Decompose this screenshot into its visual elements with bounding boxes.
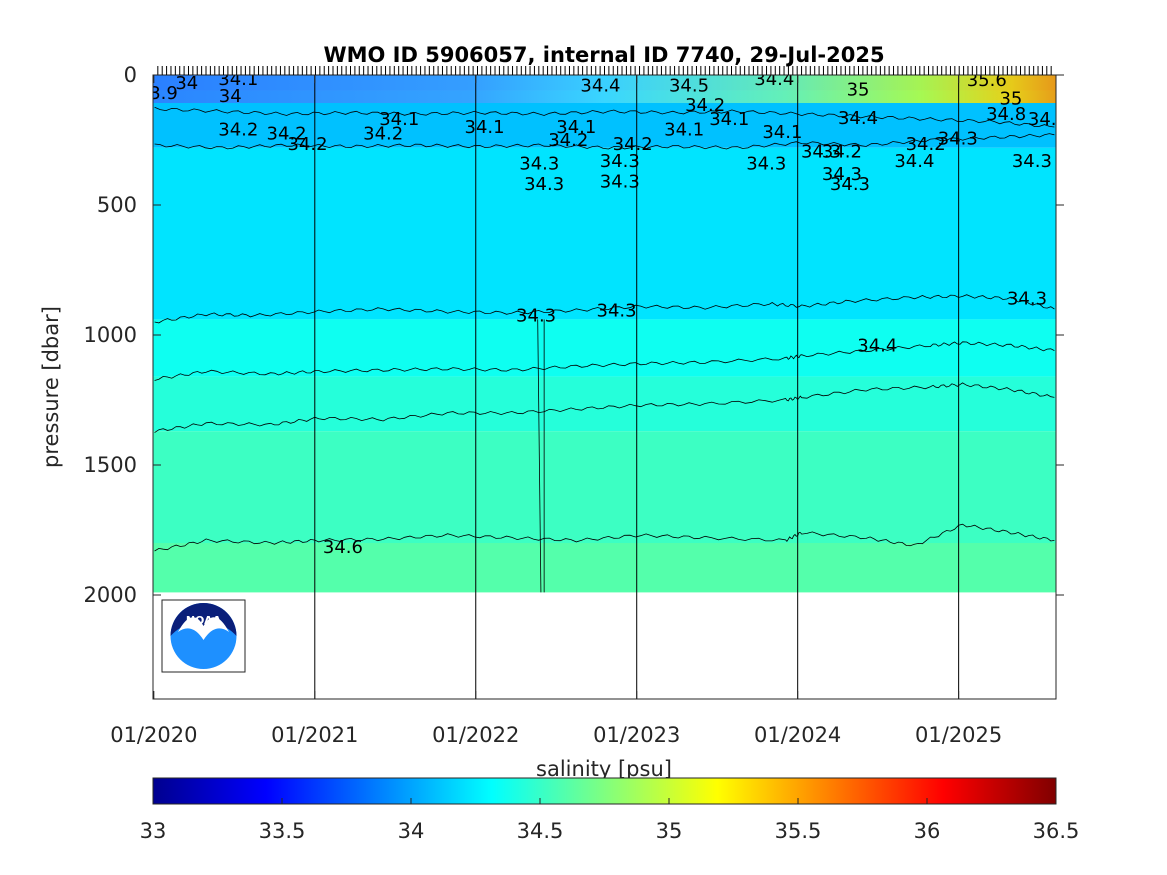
profile-ticks [157, 66, 1052, 75]
contour-label: 34.2 [822, 142, 862, 163]
noaa-logo-top [170, 603, 237, 636]
colorbar-label: salinity [psu] [536, 757, 672, 781]
contour-label: 34.4 [754, 69, 794, 90]
noaa-logo: NOAA [161, 599, 246, 673]
contour-label: 34.2 [685, 95, 725, 116]
salinity-layer [153, 376, 1056, 432]
contour-label: 34.3 [524, 174, 564, 195]
y-axis-label: pressure [dbar] [39, 306, 63, 468]
contour-label: 34.3 [830, 174, 870, 195]
contour-line [154, 133, 1055, 150]
salinity-layers [153, 75, 1056, 593]
colorbar-tick-label: 34 [398, 819, 425, 843]
colorbar-tick-label: 36.5 [1033, 819, 1080, 843]
contour-label: 34.2 [548, 130, 588, 151]
contour-line [154, 523, 1055, 552]
x-tick-label: 01/2024 [754, 723, 841, 747]
contour-label: 34.8 [986, 104, 1026, 125]
contour-label: 35 [999, 88, 1022, 109]
colorbar-gradient [152, 777, 1057, 805]
colorbar-tick-label: 33 [140, 819, 167, 843]
colorbar-tick-label: 33.5 [259, 819, 306, 843]
colorbar-tick-label: 35 [656, 819, 683, 843]
salinity-layer [153, 431, 1056, 543]
y-tick-label: 500 [97, 193, 137, 217]
contour-label: 34.2 [287, 134, 327, 155]
contour-line [537, 319, 545, 593]
colorbar-tick-label: 34.5 [517, 819, 564, 843]
y-tick-label: 2000 [84, 583, 137, 607]
contour-label: 34.3 [801, 142, 841, 163]
contour-label: 34.4 [838, 108, 878, 129]
contour-label: 34.1 [556, 117, 596, 138]
contour-label: 34.2 [267, 124, 307, 145]
y-tick-label: 1500 [84, 453, 137, 477]
surface-salinity-band [153, 75, 1056, 103]
contour-line [154, 341, 1055, 381]
salinity-layer [153, 319, 1056, 377]
contour-label: 34.1 [762, 122, 802, 143]
year-gridlines [314, 75, 960, 699]
contour-label: 34.2 [363, 124, 403, 145]
contour-label: 33.9 [138, 83, 178, 104]
contour-label: 34.4 [580, 75, 620, 96]
x-tick-label: 01/2022 [432, 723, 519, 747]
contour-label: 34.1 [465, 117, 505, 138]
colorbar-tick-label: 35.5 [775, 819, 822, 843]
colorbar-ticks: 33 33.5 34 34.5 35 35.5 36 36.5 [140, 798, 1080, 843]
contour-label: 34.5 [669, 75, 709, 96]
contour-label: 35.6 [967, 70, 1007, 91]
y-tick-label: 0 [124, 63, 137, 87]
contour-label: 34.2 [906, 134, 946, 155]
contour-label: 34.3 [746, 153, 786, 174]
salinity-layer [153, 543, 1056, 593]
y-tick-label: 1000 [84, 323, 137, 347]
contour-label: 34.1 [709, 109, 749, 130]
noaa-logo-text: NOAA [186, 614, 222, 627]
x-tick-label: 01/2025 [915, 723, 1002, 747]
contour-line [154, 106, 1055, 128]
colorbar: 33 33.5 34 34.5 35 35.5 36 36.5 [140, 777, 1080, 843]
contour-label: 34.2 [613, 134, 653, 155]
contour-label: 34.2 [218, 120, 258, 141]
contour-label: 34.1 [664, 120, 704, 141]
colorbar-tick-label: 36 [914, 819, 941, 843]
contour-label: 34.3 [597, 300, 637, 321]
y-axis: 0 500 1000 1500 2000 [84, 63, 1064, 607]
contour-label: 34.6 [323, 537, 363, 558]
contour-label: 34.3 [516, 306, 556, 327]
contour-label: 35 [847, 79, 870, 100]
contour-label: 34 [175, 73, 198, 94]
x-tick-label: 01/2021 [271, 723, 358, 747]
noaa-logo-wing [178, 617, 229, 640]
x-axis: 01/2020 01/2021 01/2022 01/2023 01/2024 01/20… [110, 75, 1002, 747]
contour-label: 34.3 [938, 129, 978, 150]
contour-label: 34.1 [379, 109, 419, 130]
contour-line [154, 382, 1055, 433]
contour-label: 34.3 [600, 172, 640, 193]
contour-label: 34.3 [519, 153, 559, 174]
salinity-layer [153, 147, 1056, 320]
contour-lines [154, 106, 1055, 593]
x-tick-label: 01/2020 [110, 723, 197, 747]
x-tick-label: 01/2023 [593, 723, 680, 747]
contour-label: 34.4 [857, 335, 897, 356]
contour-label: 34.9 [1028, 109, 1068, 130]
chart-title: WMO ID 5906057, internal ID 7740, 29-Jul… [323, 43, 884, 67]
contour-label: 34.1 [218, 69, 258, 90]
contour-label: 34.4 [894, 151, 934, 172]
contour-label: 34 [219, 86, 242, 107]
contour-label: 34.3 [1007, 289, 1047, 310]
contour-label: 34.3 [822, 164, 862, 185]
contour-label: 34.3 [1012, 151, 1052, 172]
contour-line [154, 294, 1055, 324]
contour-label: 34.3 [600, 151, 640, 172]
